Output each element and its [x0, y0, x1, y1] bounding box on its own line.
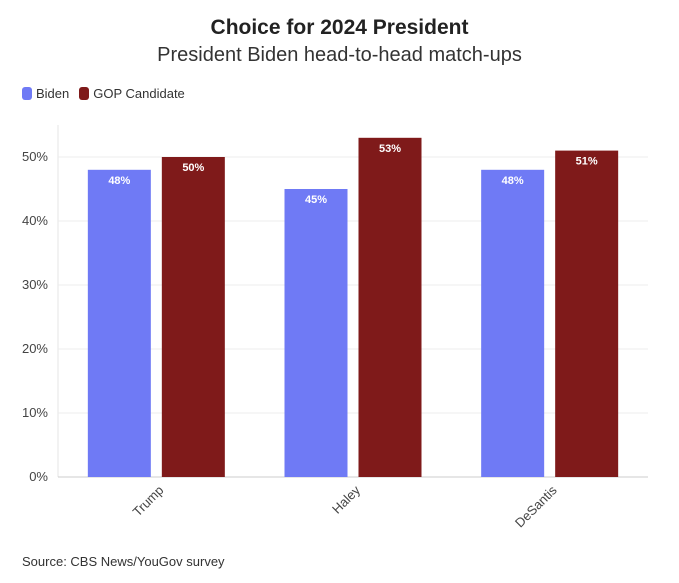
- legend-swatch-biden: [22, 87, 32, 100]
- y-tick-label: 0%: [29, 469, 48, 484]
- legend-label-biden: Biden: [36, 86, 70, 101]
- bar-desantis-gop: [555, 150, 619, 477]
- data-label: 48%: [108, 175, 130, 187]
- bar-desantis-biden: [481, 169, 545, 478]
- x-tick-label: DeSantis: [512, 482, 560, 530]
- data-label: 48%: [502, 175, 524, 187]
- chart-title: Choice for 2024 President: [210, 16, 469, 39]
- bar-haley-biden: [284, 189, 348, 477]
- bar-haley-gop: [358, 137, 422, 478]
- chart-subtitle: President Biden head-to-head match-ups: [157, 44, 522, 66]
- y-tick-label: 40%: [22, 213, 48, 228]
- legend-item-biden[interactable]: Biden: [22, 86, 69, 101]
- y-tick-label: 10%: [22, 405, 48, 420]
- data-label: 51%: [576, 156, 598, 168]
- data-label: 53%: [379, 143, 401, 155]
- legend: Biden GOP Candidate: [22, 86, 195, 101]
- x-tick-label: Trump: [130, 483, 167, 520]
- legend-label-gop: GOP Candidate: [93, 86, 185, 101]
- data-label: 50%: [182, 162, 204, 174]
- source-note: Source: CBS News/YouGov survey: [22, 554, 225, 569]
- y-tick-label: 30%: [22, 277, 48, 292]
- bar-trump-biden: [87, 169, 151, 478]
- bar-trump-gop: [161, 157, 225, 477]
- legend-swatch-gop: [79, 87, 90, 100]
- y-tick-label: 50%: [22, 149, 48, 164]
- x-tick-label: Haley: [329, 482, 363, 516]
- legend-item-gop[interactable]: GOP Candidate: [79, 86, 185, 101]
- data-label: 45%: [305, 194, 327, 206]
- y-tick-label: 20%: [22, 341, 48, 356]
